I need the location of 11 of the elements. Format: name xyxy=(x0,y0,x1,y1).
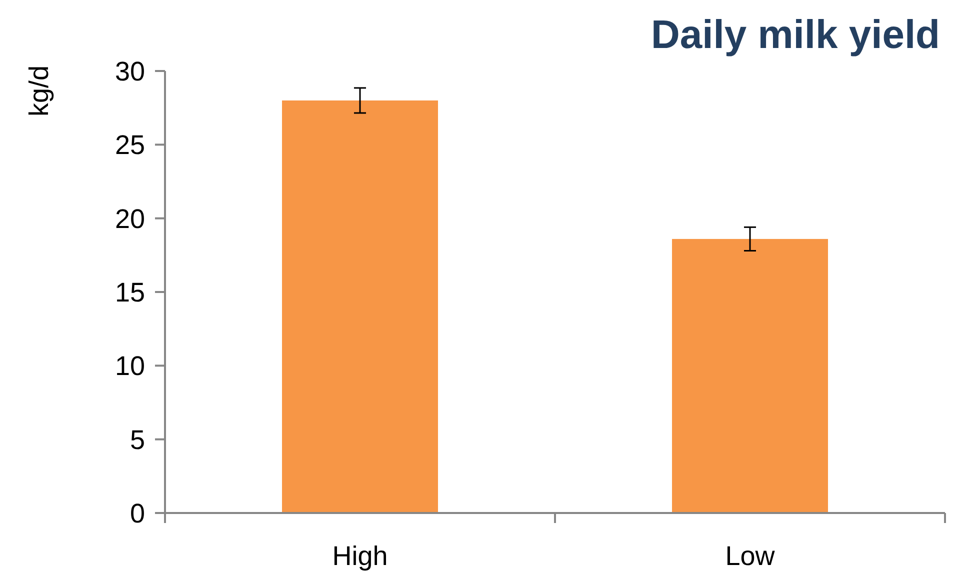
y-tick-label: 20 xyxy=(114,204,145,234)
x-tick-label: Low xyxy=(725,541,776,571)
y-tick-label: 0 xyxy=(130,498,145,528)
x-tick-label: High xyxy=(332,541,388,571)
y-tick-label: 25 xyxy=(114,130,145,160)
y-tick-label: 10 xyxy=(114,351,145,382)
y-tick-label: 15 xyxy=(114,277,145,308)
y-axis-title: kg/d xyxy=(24,65,54,117)
chart-title: Daily milk yield xyxy=(650,13,940,57)
y-tick-label: 5 xyxy=(130,424,145,455)
y-tick-label: 30 xyxy=(114,56,145,86)
